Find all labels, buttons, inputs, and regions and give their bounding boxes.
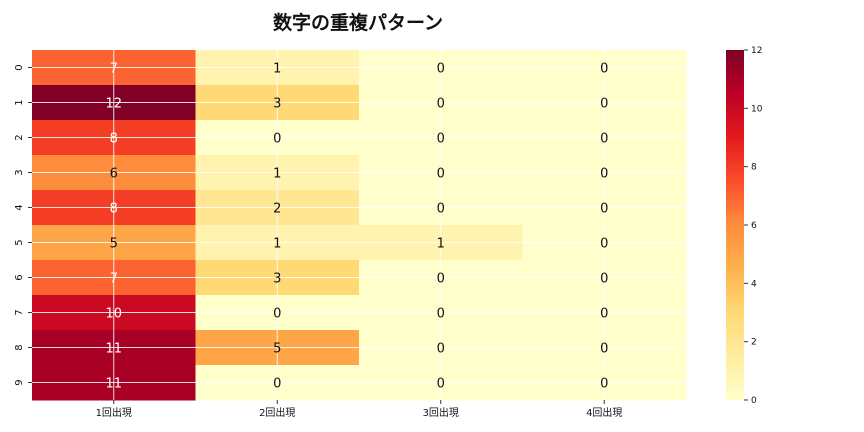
cell-value-label: 0 — [600, 97, 608, 112]
cell-value-label: 3 — [273, 272, 281, 287]
cell-value-label: 0 — [437, 307, 445, 322]
cell-value-label: 12 — [105, 97, 122, 112]
cell-value-label: 0 — [273, 307, 281, 322]
cell-value-label: 0 — [600, 167, 608, 182]
x-tick-label: 1回出現 — [96, 406, 132, 419]
y-tick-label: 2 — [14, 134, 25, 140]
x-tick-label: 3回出現 — [423, 406, 459, 419]
y-tick-label: 5 — [14, 239, 25, 245]
cell-value-label: 1 — [273, 237, 281, 252]
colorbar-tick-label: 12 — [751, 46, 762, 56]
cell-value-label: 0 — [600, 377, 608, 392]
cell-value-label: 0 — [273, 377, 281, 392]
cell-value-label: 0 — [600, 202, 608, 217]
cell-value-label: 1 — [437, 237, 445, 252]
cell-value-label: 0 — [437, 97, 445, 112]
colorbar-gradient — [726, 50, 744, 400]
cell-value-label: 0 — [437, 272, 445, 287]
colorbar: 0 2 4 6 8 10 12 — [726, 46, 763, 406]
y-tick-label: 6 — [14, 274, 25, 280]
x-axis-ticks: 1回出現 2回出現 3回出現 4回出現 — [96, 400, 622, 419]
x-tick-label: 4回出現 — [586, 406, 622, 419]
colorbar-tick-label: 10 — [751, 104, 763, 114]
y-tick-label: 7 — [14, 309, 25, 315]
cell-value-label: 0 — [437, 377, 445, 392]
x-tick-label: 2回出現 — [259, 406, 295, 419]
y-tick-label: 1 — [14, 99, 25, 105]
cell-value-label: 0 — [600, 307, 608, 322]
cell-labels: 7 1 0 012 3 0 08 0 0 06 1 0 08 2 0 05 1 1 07 3 0 010 0 0 011 5 0 01… — [105, 62, 608, 392]
cell-value-label: 7 — [110, 272, 118, 287]
y-tick-label: 4 — [14, 204, 25, 210]
cell-value-label: 11 — [105, 377, 122, 392]
cell-value-label: 6 — [110, 167, 118, 182]
cell-value-label: 0 — [600, 132, 608, 147]
cell-value-label: 0 — [600, 237, 608, 252]
cell-value-label: 1 — [273, 62, 281, 77]
grid-lines — [32, 50, 686, 400]
colorbar-tick-label: 8 — [751, 163, 757, 173]
cell-value-label: 0 — [273, 132, 281, 147]
cell-value-label: 11 — [105, 342, 122, 357]
cell-value-label: 0 — [600, 342, 608, 357]
cell-value-label: 0 — [437, 62, 445, 77]
cell-value-label: 0 — [437, 342, 445, 357]
cell-value-label: 0 — [437, 167, 445, 182]
cell-value-label: 10 — [105, 307, 122, 322]
cell-value-label: 3 — [273, 97, 281, 112]
cell-value-label: 0 — [437, 202, 445, 217]
cell-value-label: 2 — [273, 202, 281, 217]
colorbar-tick-label: 2 — [751, 338, 757, 348]
y-axis-ticks: 0 1 2 3 4 5 6 7 8 9 — [14, 64, 32, 386]
colorbar-tick-label: 4 — [751, 279, 757, 289]
cell-value-label: 1 — [273, 167, 281, 182]
colorbar-tick-label: 0 — [751, 396, 757, 406]
cell-value-label: 5 — [110, 237, 118, 252]
chart-title: 数字の重複パターン — [273, 11, 443, 34]
cell-value-label: 0 — [600, 272, 608, 287]
y-tick-label: 9 — [14, 379, 25, 385]
y-tick-label: 0 — [14, 64, 25, 70]
y-tick-label: 3 — [14, 169, 25, 175]
cell-value-label: 8 — [110, 132, 118, 147]
cell-value-label: 7 — [110, 62, 118, 77]
cell-value-label: 8 — [110, 202, 118, 217]
y-tick-label: 8 — [14, 344, 25, 350]
cell-value-label: 0 — [600, 62, 608, 77]
cell-value-label: 0 — [437, 132, 445, 147]
cell-value-label: 5 — [273, 342, 281, 357]
colorbar-tick-label: 6 — [751, 221, 757, 231]
